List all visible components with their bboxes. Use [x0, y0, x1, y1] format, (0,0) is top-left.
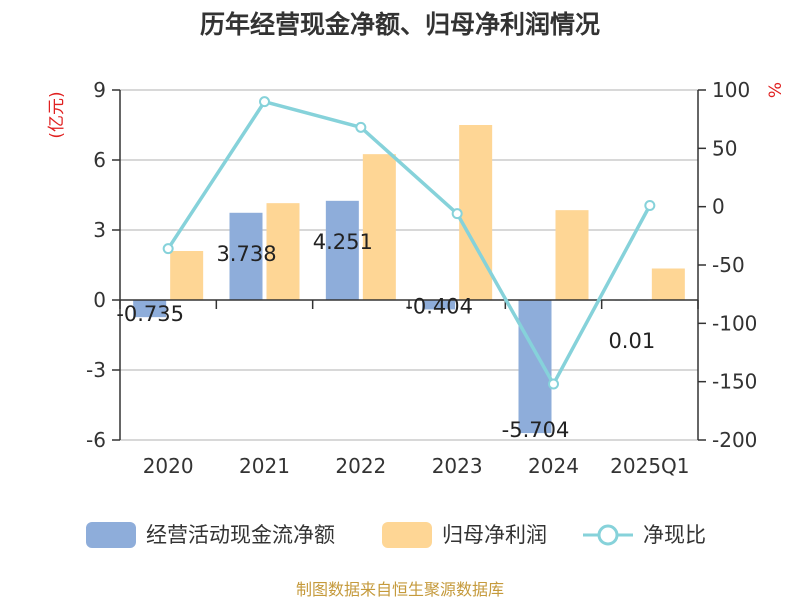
cashflow-data-label: -0.735: [116, 302, 184, 326]
right-tick-label: -200: [712, 428, 757, 452]
bar-profit-2024: [555, 210, 589, 300]
gridlines: [120, 89, 698, 441]
legend-swatch-cashflow: [86, 522, 136, 548]
left-tick-label: -6: [86, 428, 106, 452]
bar-profit-2022: [362, 154, 396, 300]
cashflow-data-label: 3.738: [216, 242, 276, 266]
left-tick-label: 6: [93, 148, 106, 172]
legend: 经营活动现金流净额 归母净利润 净现比: [86, 522, 706, 548]
category-label: 2020: [143, 454, 194, 478]
left-tick-label: 9: [93, 78, 106, 102]
bar-cashflow-2022: [325, 200, 359, 300]
chart-title: 历年经营现金净额、归母净利润情况: [200, 10, 600, 39]
category-label: 2025Q1: [610, 454, 689, 478]
ratio-point-2023: [451, 208, 463, 220]
bar-cashflow-2024: [518, 300, 552, 434]
ratio-point-2021: [259, 96, 270, 108]
left-tick-label: 3: [93, 218, 106, 242]
bar-profit-2023: [459, 125, 493, 300]
legend-swatch-profit: [382, 522, 432, 548]
category-label: 2021: [239, 454, 290, 478]
bar-profit-2021: [266, 203, 300, 300]
right-tick-label: 100: [712, 78, 750, 102]
source-note: 制图数据来自恒生聚源数据库: [296, 580, 504, 599]
cashflow-data-label: -5.704: [502, 418, 570, 442]
bar-cashflow-2023: [422, 300, 456, 310]
right-tick-label: 50: [712, 136, 737, 160]
legend-marker-ratio: [597, 524, 619, 546]
legend-label-cashflow: 经营活动现金流净额: [146, 523, 335, 547]
bar-cashflow-2021: [229, 212, 263, 300]
bar-profit-2020: [170, 251, 204, 300]
left-axis-unit: (亿元): [47, 91, 67, 138]
axes: -6 -3 0 3 6 9 -200 -150 -100 -50 0 50 100 2020 2021 202…: [86, 78, 757, 478]
ratio-line: [166, 99, 652, 386]
category-label: 2024: [528, 454, 579, 478]
ratio-point-2022: [355, 121, 367, 133]
right-tick-label: 0: [712, 195, 725, 219]
bar-cashflow-2020: [133, 300, 167, 318]
ratio-line-series: [162, 96, 656, 390]
ratio-point-2025Q1: [644, 200, 656, 211]
category-label: 2023: [432, 454, 483, 478]
bar-profit-2025Q1: [651, 268, 685, 300]
cashflow-data-label: 4.251: [313, 230, 373, 254]
right-tick-label: -50: [712, 253, 745, 277]
right-tick-label: -150: [712, 370, 757, 394]
cashflow-data-label: 0.01: [608, 329, 655, 353]
left-tick-label: 0: [93, 288, 106, 312]
cashflow-data-label: -0.404: [405, 294, 473, 318]
data-labels: -0.735 3.738 4.251 -0.404 -5.704 0.01: [116, 230, 655, 442]
ratio-point-2020: [162, 243, 174, 255]
left-tick-label: -3: [86, 358, 106, 382]
category-label: 2022: [335, 454, 386, 478]
right-axis-unit: %: [766, 82, 786, 98]
ratio-point-2024: [548, 378, 559, 390]
right-tick-label: -100: [712, 311, 757, 335]
bars: [133, 125, 685, 434]
legend-label-ratio: 净现比: [643, 523, 706, 547]
legend-label-profit: 归母净利润: [442, 523, 547, 547]
